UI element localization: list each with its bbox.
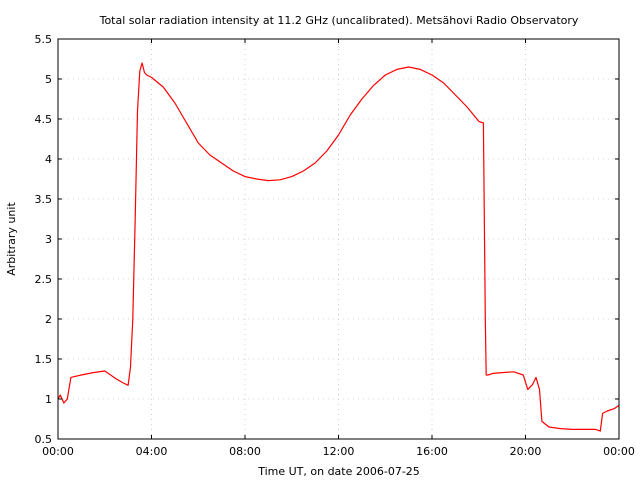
- y-tick-label: 5: [45, 73, 52, 86]
- y-tick-label: 4: [45, 153, 52, 166]
- y-tick-label: 1: [45, 393, 52, 406]
- x-tick-label: 00:00: [42, 445, 74, 458]
- y-tick-label: 2.5: [35, 273, 53, 286]
- y-tick-label: 3: [45, 233, 52, 246]
- y-tick-label: 3.5: [35, 193, 53, 206]
- x-tick-label: 16:00: [416, 445, 448, 458]
- ticks: 0.5 1 1.5 2 2.5 3 3.5 4 4.5 5 5.5 00:00 04:00 08:00 12…: [35, 33, 635, 458]
- x-tick-label: 12:00: [323, 445, 355, 458]
- y-axis-label: Arbitrary unit: [5, 202, 18, 276]
- y-tick-label: 4.5: [35, 113, 53, 126]
- y-tick-label: 0.5: [35, 433, 53, 446]
- chart-title: Total solar radiation intensity at 11.2 …: [99, 14, 579, 27]
- y-tick-label: 2: [45, 313, 52, 326]
- x-tick-label: 20:00: [510, 445, 542, 458]
- grid: [58, 39, 619, 439]
- y-tick-label: 5.5: [35, 33, 53, 46]
- x-tick-label: 04:00: [136, 445, 168, 458]
- x-tick-label: 00:00: [603, 445, 635, 458]
- x-tick-label: 08:00: [229, 445, 261, 458]
- series-group: [57, 62, 620, 432]
- series-line: [57, 62, 620, 432]
- y-tick-label: 1.5: [35, 353, 53, 366]
- x-axis-label: Time UT, on date 2006-07-25: [257, 465, 420, 478]
